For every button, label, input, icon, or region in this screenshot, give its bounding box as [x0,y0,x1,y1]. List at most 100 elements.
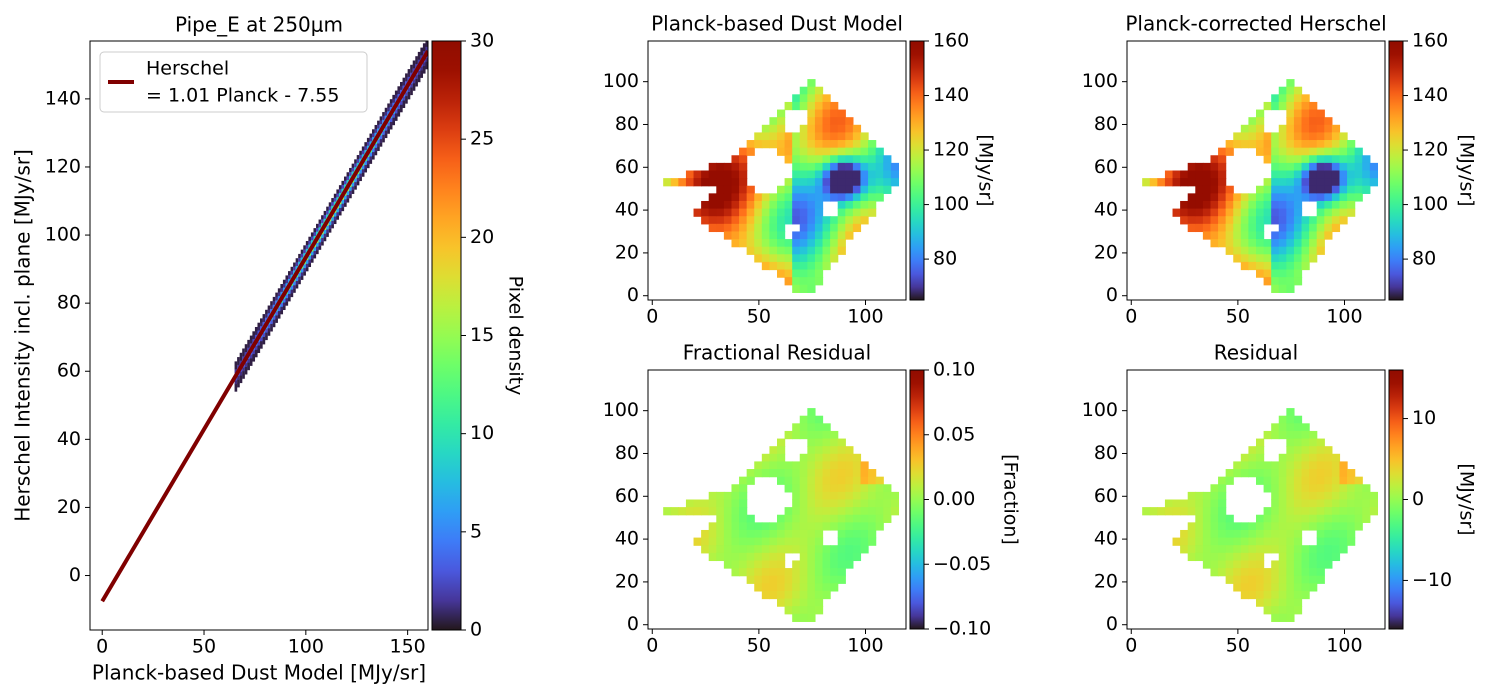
map-pixel [1225,231,1234,240]
map-pixel [845,216,854,225]
density-cell [336,211,340,216]
map-pixel [746,208,755,217]
map-pixel [845,545,854,554]
map-pixel [792,170,801,179]
map-pixel [799,560,808,569]
map-pixel [1286,430,1295,440]
map-pixel [746,140,755,149]
colorbar [1388,40,1404,301]
map-pixel [845,178,854,187]
map-pixel [1278,223,1287,233]
density-cell [341,180,345,185]
map-pixel [739,231,748,240]
map-pixel [723,537,733,546]
map-pixel [1293,101,1303,111]
map-pixel [830,170,839,179]
map-pixel [1240,461,1250,470]
density-cell [372,129,375,134]
map-pixel [1256,261,1265,271]
map-pixel [746,545,755,554]
map-pixel [1240,261,1250,271]
map-pixel [1271,284,1280,293]
density-cell [366,164,370,169]
density-cell [277,310,281,315]
map-pixel [1309,239,1318,248]
map-pixel [678,507,687,516]
map-pixel [1316,461,1325,470]
map-pixel [1263,522,1272,531]
map-pixel [1225,147,1234,156]
map-pixel [1233,208,1242,217]
map-pixel [754,132,763,141]
map-pixel [784,598,793,607]
x-axis-label: Planck-based Dust Model [MJy/sr] [92,661,426,685]
map-pixel [1271,583,1280,592]
map-pixel [1142,178,1151,187]
map-pixel [769,469,778,478]
map-pixel [830,216,839,225]
density-cell [305,241,309,246]
density-cell [321,222,324,227]
map-pixel [716,545,725,554]
density-cell [298,276,301,281]
density-cell [410,68,413,73]
map-pixel [1248,529,1257,539]
map-pixel [1301,484,1310,493]
density-cell [252,338,256,343]
chart-title: Planck-corrected Herschel [1125,12,1386,36]
map-pixel [1286,408,1295,417]
map-pixel [739,193,748,202]
map-pixel [1293,507,1303,516]
density-cell [260,340,263,345]
map-pixel [1309,170,1318,179]
map-pixel [1316,246,1325,255]
map-pixel [777,239,786,248]
map-pixel [1225,476,1234,485]
map-pixel [784,575,793,584]
map-pixel [784,254,793,263]
map-pixel [1149,178,1158,187]
map-pixel [716,499,725,508]
density-cell [293,284,296,290]
density-cell [244,370,248,375]
map-pixel [822,560,831,569]
map-pixel [830,246,839,255]
map-pixel [1233,231,1242,240]
density-cell [333,219,337,225]
map-pixel [852,162,862,172]
density-cell [405,95,408,100]
map-pixel [761,261,771,271]
map-pixel [777,254,786,263]
map-pixel [769,261,778,271]
map-pixel [746,568,755,577]
map-pixel [1263,606,1272,615]
map-pixel [799,613,808,622]
map-pixel [1301,140,1310,149]
map-pixel [761,575,771,584]
map-pixel [1180,499,1189,508]
map-pixel [1149,507,1158,516]
map-pixel [1218,507,1227,516]
map-pixel [746,193,755,202]
map-pixel [739,239,748,248]
map-pixel [807,438,816,447]
map-pixel [1248,208,1257,217]
density-cell [372,155,375,160]
density-cell [374,128,378,133]
map-pixel [1324,484,1333,493]
map-pixel [868,469,877,478]
map-pixel [1210,178,1219,187]
map-pixel [1180,216,1189,225]
map-pixel [1293,170,1303,179]
map-pixel [1248,453,1257,463]
map-pixel [1271,484,1280,493]
map-pixel [1362,178,1371,187]
map-pixel [1278,162,1287,172]
density-cell [313,254,317,259]
map-pixel [807,568,816,577]
map-pixel [1286,185,1295,194]
map-pixel [822,109,831,118]
map-pixel [799,216,808,225]
map-pixel [807,453,816,463]
density-cell [412,82,416,88]
